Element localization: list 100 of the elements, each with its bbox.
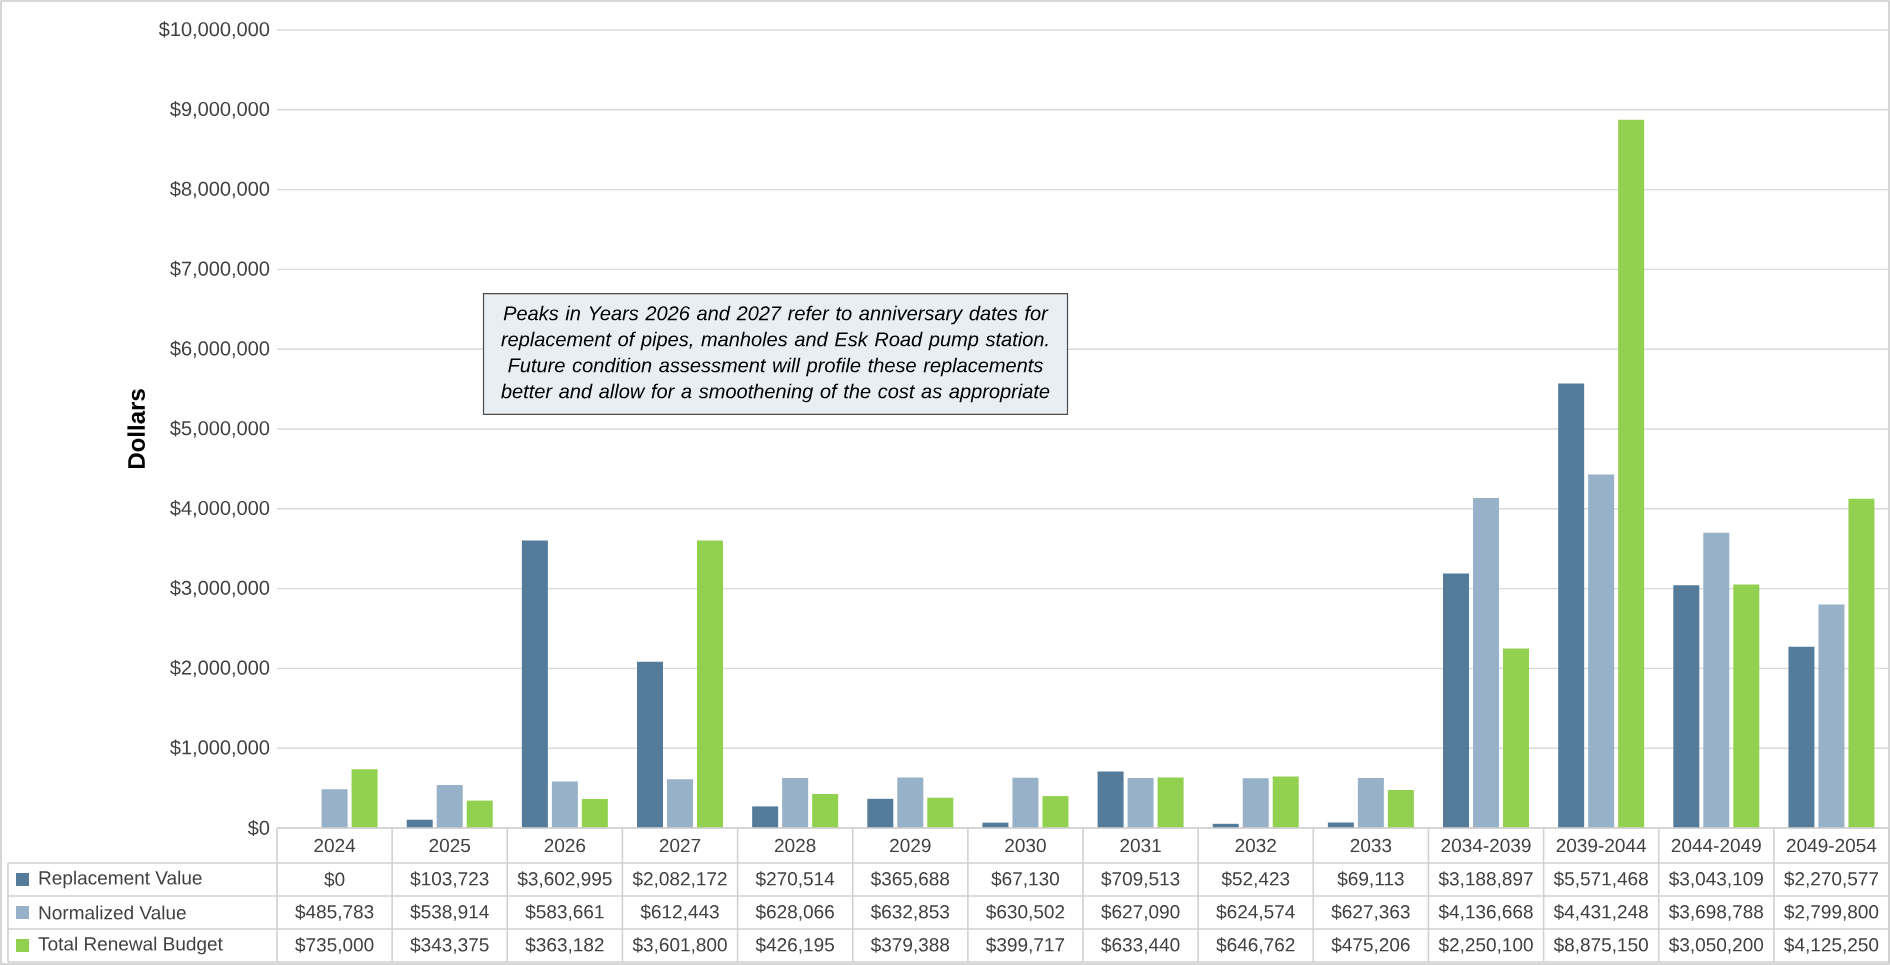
bar — [1848, 498, 1875, 828]
data-label: $2,270,577 — [1784, 871, 1879, 888]
x-tick-label: 2034-2039 — [1441, 838, 1531, 853]
data-label: $3,043,109 — [1668, 871, 1763, 888]
data-label: $399,717 — [986, 937, 1065, 954]
data-label: $583,661 — [525, 904, 604, 921]
data-label: $3,188,897 — [1438, 871, 1533, 888]
bar — [1473, 497, 1500, 828]
bar — [1357, 777, 1384, 828]
bar — [697, 540, 724, 828]
bar — [1097, 771, 1124, 828]
bar — [752, 806, 779, 828]
y-tick-label: $7,000,000 — [170, 260, 270, 279]
data-label: $2,250,100 — [1438, 937, 1533, 954]
x-tick-label: 2026 — [544, 838, 586, 853]
legend-label: Replacement Value — [39, 870, 202, 889]
data-label: $103,723 — [410, 871, 489, 888]
annotation: Peaks in Years 2026 and 2027 refer to anniversary dates for replacement of pipes, manholes and Esk Road pump station. Future condition assessment will profile these replacements better and allow for a smoothening of the cost as appropriate — [501, 305, 1050, 403]
y-tick-label: $3,000,000 — [170, 579, 270, 598]
data-label: $630,502 — [986, 904, 1065, 921]
x-tick-label: 2032 — [1235, 838, 1276, 853]
x-tick-label: 2031 — [1120, 838, 1161, 853]
bar — [1272, 776, 1299, 828]
x-tick-label: 2027 — [659, 838, 701, 853]
data-label: $2,799,800 — [1784, 904, 1879, 921]
bar — [1733, 584, 1760, 828]
data-label: $426,195 — [755, 937, 834, 954]
bar — [782, 777, 809, 828]
x-tick-label: 2044-2049 — [1671, 838, 1761, 853]
data-label: $627,363 — [1331, 904, 1410, 921]
y-axis-title: Dollars — [127, 389, 145, 469]
data-label: $379,388 — [870, 937, 950, 954]
data-label: $8,875,150 — [1553, 937, 1648, 954]
data-label: $4,136,668 — [1438, 904, 1533, 921]
bar — [1503, 648, 1530, 828]
bar — [1788, 646, 1815, 828]
data-label: $52,423 — [1221, 871, 1290, 888]
bar — [1387, 790, 1414, 828]
y-tick-label: $5,000,000 — [170, 420, 270, 438]
bar — [1157, 777, 1184, 828]
bar — [1242, 778, 1269, 828]
bar — [812, 793, 839, 828]
bar — [1558, 383, 1585, 828]
legend-label: Total Renewal Budget — [38, 936, 223, 955]
data-label: $612,443 — [640, 904, 719, 921]
data-label: $69,113 — [1337, 871, 1404, 888]
bar — [927, 797, 954, 828]
x-tick-label: 2029 — [890, 838, 931, 853]
bar — [521, 540, 548, 828]
x-tick-label: 2028 — [774, 838, 816, 853]
bar — [1443, 573, 1470, 828]
y-tick-label: $1,000,000 — [170, 739, 270, 757]
data-label: $4,431,248 — [1553, 904, 1648, 921]
y-tick-label: $10,000,000 — [158, 21, 270, 39]
data-label: $709,513 — [1101, 871, 1180, 888]
bar — [637, 661, 664, 828]
bar — [321, 789, 348, 828]
y-tick-label: $9,000,000 — [170, 101, 270, 119]
data-label: $646,762 — [1216, 937, 1295, 954]
x-tick-label: 2024 — [314, 838, 356, 853]
data-label: $632,853 — [870, 904, 950, 921]
data-label: $270,514 — [755, 871, 835, 888]
data-label: $485,783 — [295, 904, 374, 921]
x-tick-label: 2025 — [429, 838, 471, 853]
bar — [1012, 777, 1039, 828]
data-label: $3,601,800 — [632, 937, 727, 954]
data-label: $627,090 — [1101, 904, 1180, 921]
bar — [1673, 585, 1700, 828]
bar — [1588, 474, 1615, 828]
bar — [1127, 777, 1154, 828]
data-label: $735,000 — [295, 937, 374, 954]
data-label: $67,130 — [991, 871, 1060, 888]
data-label: $3,050,200 — [1668, 937, 1764, 954]
bar — [351, 769, 378, 828]
bar — [667, 779, 694, 828]
bar — [867, 798, 894, 828]
data-label: $538,914 — [410, 904, 489, 921]
data-label: $624,574 — [1216, 904, 1295, 921]
y-tick-label: $0 — [247, 819, 270, 837]
data-label: $633,440 — [1101, 937, 1180, 954]
data-label: $363,182 — [525, 937, 604, 954]
data-label: $2,082,172 — [632, 871, 727, 888]
y-tick-label: $2,000,000 — [170, 659, 270, 678]
bar — [897, 777, 924, 828]
data-label: $5,571,468 — [1553, 871, 1648, 888]
data-label: $3,698,788 — [1668, 904, 1764, 921]
bar — [1042, 796, 1069, 828]
bar — [581, 799, 608, 828]
y-tick-label: $8,000,000 — [170, 180, 270, 199]
data-label: $3,602,995 — [517, 871, 612, 888]
bar — [466, 800, 493, 828]
bar — [436, 784, 463, 828]
data-label: $343,375 — [410, 937, 489, 954]
data-label: $365,688 — [870, 871, 950, 888]
x-tick-label: 2033 — [1350, 838, 1392, 853]
legend-label: Normalized Value — [39, 905, 186, 920]
data-label: $0 — [324, 871, 345, 888]
bar — [1618, 119, 1645, 828]
y-tick-label: $4,000,000 — [170, 500, 270, 518]
x-tick-label: 2049-2054 — [1786, 838, 1877, 853]
